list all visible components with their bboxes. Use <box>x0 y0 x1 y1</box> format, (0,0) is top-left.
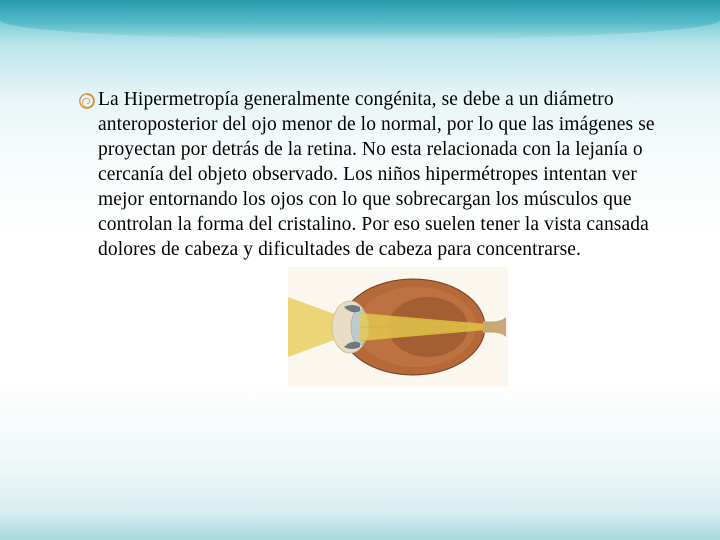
hyperopia-eye-diagram <box>288 267 508 387</box>
swirl-bullet-icon <box>78 92 96 110</box>
bullet-paragraph-row: La Hipermetropía generalmente congénita,… <box>78 88 658 263</box>
slide-top-wave <box>0 0 720 40</box>
eye-diagram-container <box>138 267 658 387</box>
body-text: La Hipermetropía generalmente congénita,… <box>98 88 658 263</box>
slide-content: La Hipermetropía generalmente congénita,… <box>78 88 658 387</box>
